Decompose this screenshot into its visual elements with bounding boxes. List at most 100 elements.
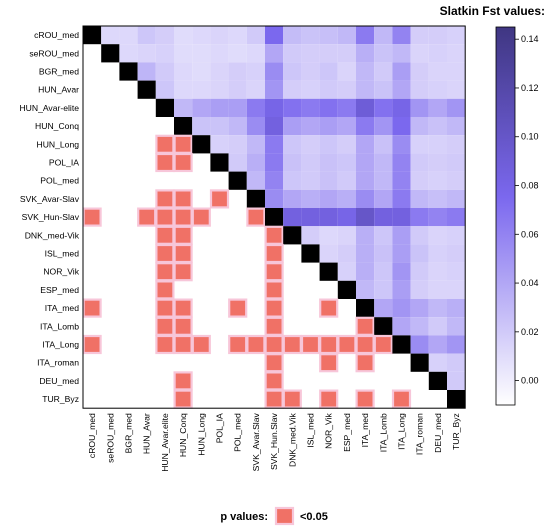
- column-label: ISL_med: [306, 413, 316, 448]
- significant-cell: [264, 280, 284, 300]
- fst-cell: [392, 262, 411, 281]
- fst-cell: [337, 80, 356, 99]
- fst-cell: [410, 135, 429, 154]
- column-label: seROU_med: [105, 413, 115, 463]
- fst-cell: [337, 262, 356, 281]
- fst-cell: [410, 226, 429, 245]
- fst-cell: [246, 80, 265, 99]
- row-label: SVK_Avar-Slav: [20, 194, 80, 204]
- significant-cell: [191, 334, 211, 355]
- fst-cell: [283, 62, 302, 81]
- fst-cell: [265, 26, 284, 45]
- column-label: DNK_med.Vik: [287, 412, 297, 467]
- fst-cell: [428, 244, 447, 263]
- fst-cell: [356, 80, 375, 99]
- row-label: ITA_med: [45, 303, 79, 313]
- column-label: HUN_Conq: [178, 413, 188, 457]
- significant-cell: [173, 189, 193, 209]
- significant-cell: [264, 389, 284, 409]
- significant-cell: [173, 152, 193, 173]
- column-label: BGR_med: [124, 413, 134, 453]
- significant-cell: [155, 334, 175, 355]
- fst-cell: [392, 299, 411, 318]
- fst-cell: [392, 317, 411, 336]
- fst-cell: [228, 135, 247, 154]
- fst-cell: [356, 244, 375, 263]
- row-label: HUN_Avar: [38, 85, 79, 95]
- fst-cell: [319, 244, 338, 263]
- fst-cell: [246, 44, 265, 63]
- column-label: ESP_med: [342, 413, 352, 452]
- significant-cell: [155, 243, 175, 264]
- colorbar-title: Slatkin Fst values:: [440, 4, 545, 18]
- fst-cell: [410, 26, 429, 45]
- column-label: HUN_Avar: [142, 413, 152, 454]
- fst-cell: [137, 62, 156, 81]
- plot-frame: [82, 25, 466, 409]
- significant-cell: [173, 207, 193, 227]
- row-label: POL_med: [40, 176, 79, 186]
- significant-cell: [173, 334, 193, 355]
- fst-cell: [410, 171, 429, 190]
- colorbar-tick-label: 0.02: [521, 327, 539, 337]
- row-label: ISL_med: [45, 249, 80, 259]
- diagonal-cell: [83, 26, 102, 45]
- fst-cell: [374, 80, 393, 99]
- fst-cell: [174, 26, 193, 45]
- column-label: NOR_Vik: [324, 413, 334, 449]
- significant-cell: [191, 207, 211, 227]
- fst-cell: [337, 117, 356, 136]
- diagonal-cell: [319, 262, 338, 281]
- significant-cell: [264, 298, 284, 318]
- fst-cell: [356, 226, 375, 245]
- fst-cell: [319, 135, 338, 154]
- fst-cell: [228, 80, 247, 99]
- fst-cell: [374, 62, 393, 81]
- fst-cell: [265, 80, 284, 99]
- fst-cell: [319, 171, 338, 190]
- fst-cell: [228, 26, 247, 45]
- significant-cell: [282, 389, 302, 409]
- fst-cell: [447, 62, 466, 81]
- fst-cell: [392, 153, 411, 172]
- significant-cell: [282, 334, 302, 355]
- fst-cell: [447, 226, 466, 245]
- fst-cell: [410, 189, 429, 208]
- diagonal-cell: [337, 280, 356, 299]
- fst-cell: [301, 26, 320, 45]
- diagonal-cell: [101, 44, 120, 63]
- fst-cell: [174, 98, 193, 117]
- diagonal-cell: [265, 208, 284, 227]
- significant-cell: [319, 298, 339, 318]
- colorbar-tick-label: 0.14: [521, 34, 539, 44]
- row-label: HUN_Avar-elite: [19, 103, 79, 113]
- fst-cell: [447, 208, 466, 227]
- fst-cell: [337, 244, 356, 263]
- fst-cell: [392, 226, 411, 245]
- fst-cell: [228, 98, 247, 117]
- column-label: ITA_Long: [397, 413, 407, 450]
- diagonal-cell: [192, 135, 211, 154]
- fst-cell: [447, 280, 466, 299]
- fst-cell: [337, 44, 356, 63]
- fst-cell: [428, 226, 447, 245]
- fst-cell: [428, 208, 447, 227]
- colorbar-tick-label: 0.08: [521, 181, 539, 191]
- diagonal-cell: [301, 244, 320, 263]
- fst-cell: [374, 117, 393, 136]
- fst-cell: [265, 98, 284, 117]
- fst-cell: [356, 135, 375, 154]
- fst-cell: [410, 317, 429, 336]
- fst-cell: [210, 98, 229, 117]
- significant-cell: [373, 334, 393, 355]
- fst-cell: [392, 26, 411, 45]
- fst-cell: [301, 98, 320, 117]
- fst-cell: [447, 244, 466, 263]
- fst-cell: [392, 280, 411, 299]
- legend-label: p values:: [220, 511, 268, 523]
- fst-cell: [337, 153, 356, 172]
- fst-cell: [410, 280, 429, 299]
- fst-cell: [119, 26, 138, 45]
- fst-cell: [337, 135, 356, 154]
